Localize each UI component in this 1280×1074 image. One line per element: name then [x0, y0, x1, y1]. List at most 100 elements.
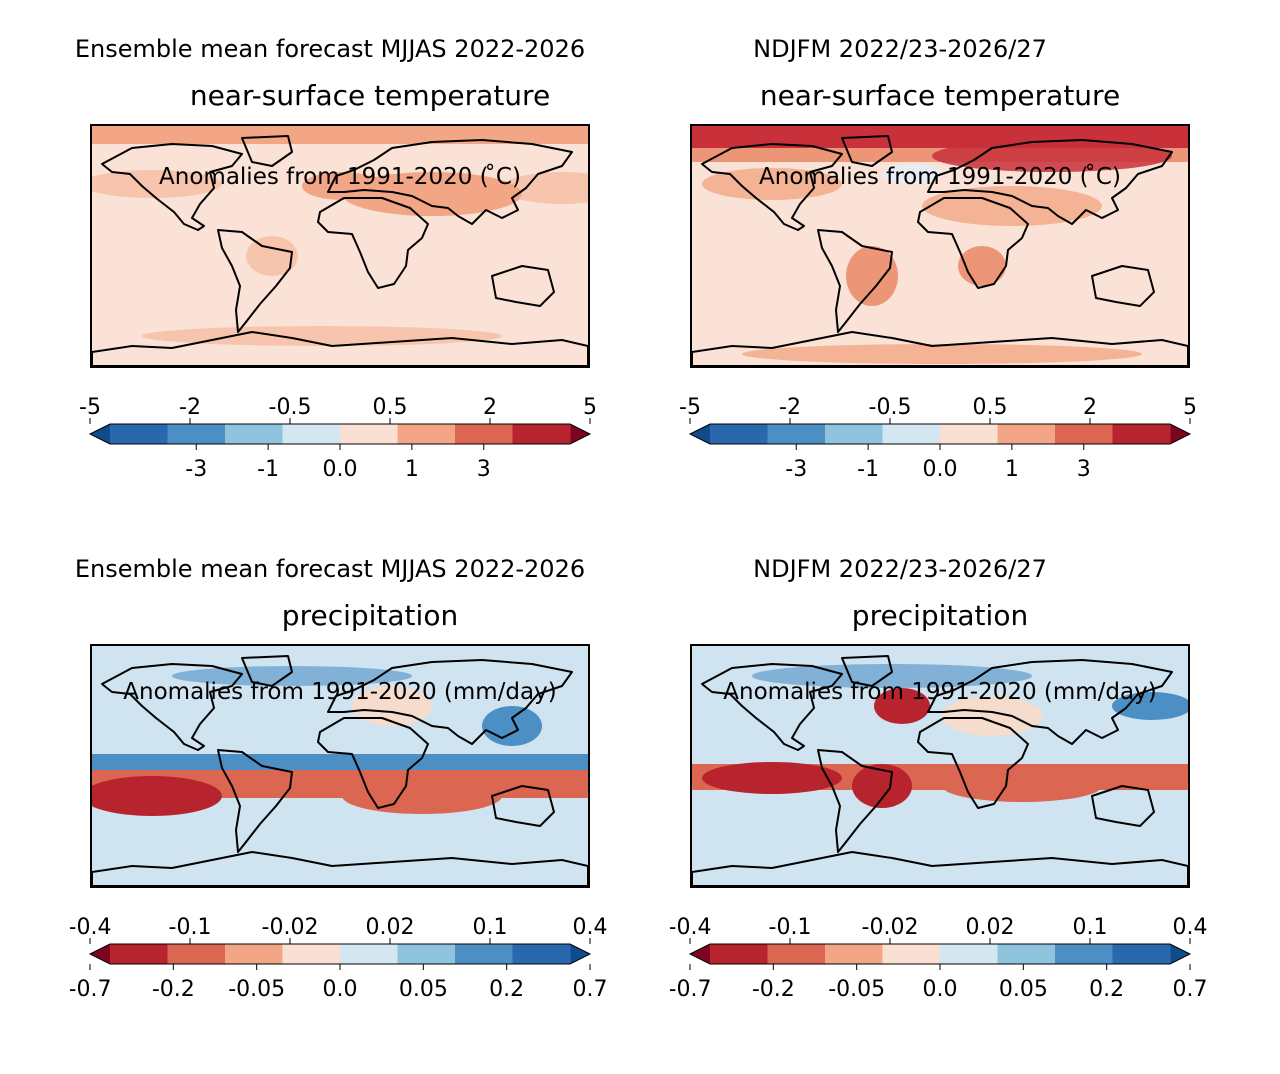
colorbar-top-tick-label: 0.1 [473, 915, 508, 940]
colorbar-bottom-tick-label: -3 [185, 457, 207, 482]
itcz-wet-band [92, 754, 588, 770]
coastline-eurasia [927, 659, 1173, 745]
colorbar-top-tick-label: 0.4 [1173, 915, 1208, 940]
colorbar-swatch [882, 424, 941, 444]
high-latitude-wet-anomaly [752, 664, 1032, 688]
colorbar-outline [88, 943, 592, 965]
colorbar-top-tick-label: 2 [483, 395, 497, 420]
colorbar-top-tick-label: -0.5 [869, 395, 912, 420]
colorbar-extend-high [570, 424, 590, 444]
colorbar-top-tick-label: -0.1 [169, 915, 212, 940]
coastline-antarctica [92, 331, 588, 366]
colorbar-extend-high [1170, 944, 1190, 964]
colorbar-bottom-tick-label: 0.0 [323, 457, 358, 482]
colorbar-bottom-tick-label: -1 [857, 457, 879, 482]
colorbar-bottom-tick-label: 0.0 [923, 977, 958, 1002]
colorbar-top-tick-label: -2 [779, 395, 801, 420]
north-pacific-east-anomaly [502, 172, 588, 204]
coastline-southAmerica [817, 749, 893, 853]
colorbar-swatch [167, 424, 226, 444]
coastline-australia [1091, 785, 1155, 827]
map-field [92, 646, 588, 886]
coastline-northAmerica [701, 143, 843, 231]
coastline-greenland [841, 135, 893, 167]
colorbar-swatch [340, 424, 398, 444]
colorbar-swatch [110, 424, 168, 444]
colorbar-top-tick-label: -0.4 [670, 915, 711, 940]
east-pacific-dry-anomaly [702, 762, 842, 794]
colorbar-top-tick-label: 0.4 [573, 915, 608, 940]
colorbar-top-tick-label: 5 [583, 395, 597, 420]
colorbar-swatch [512, 424, 571, 444]
panel-subtitle: precipitation [851, 599, 1029, 632]
world-map [690, 124, 1190, 368]
colorbar-label: Anomalies from 1991-2020 ( ̊C) [159, 164, 521, 190]
colorbar-bottom-tick-label: -0.05 [228, 977, 285, 1002]
north-pacific-wet-anomaly [1112, 692, 1188, 720]
coastline-australia [1091, 265, 1155, 307]
africa-anomaly [942, 696, 1042, 736]
east-pacific-dry-anomaly [92, 776, 222, 816]
colorbar-bottom-tick-label: 3 [477, 457, 491, 482]
colorbar-swatch [825, 424, 883, 444]
colorbar-outline [688, 943, 1192, 965]
coastline-antarctica [692, 851, 1188, 886]
panel-subtitle: precipitation [281, 599, 459, 632]
panel-suptitle: NDJFM 2022/23-2026/27 [753, 35, 1047, 63]
atlantic-cool-anomaly [882, 164, 942, 184]
coastline-southAmerica [217, 229, 293, 333]
indian-ocean-dry-anomaly [342, 778, 502, 814]
colorbar-swatch [1055, 944, 1113, 964]
colorbar-swatch [1055, 424, 1113, 444]
antarctica-anomaly [742, 344, 1142, 364]
colorbar-extend-low [690, 944, 710, 964]
colorbar-top-tick-label: 0.5 [973, 395, 1008, 420]
colorbar-swatch [397, 944, 456, 964]
atlantic-dry-anomaly [874, 688, 930, 724]
colorbar: -5 -2 -0.5 0.5 2 5 -3 -1 0.0 1 3 [670, 384, 1210, 554]
colorbar: -0.4 -0.1 -0.02 0.02 0.1 0.4 -0.7 -0.2 -0.05 0.0 0… [670, 904, 1210, 1074]
map-field [92, 126, 588, 366]
coastline-eurasia [327, 659, 573, 745]
colorbar-bottom-tick-label: 1 [1005, 457, 1019, 482]
colorbar-swatch [282, 424, 341, 444]
colorbar-label: Anomalies from 1991-2020 (mm/day) [123, 679, 557, 705]
colorbar-bottom-tick-label: -0.7 [670, 977, 711, 1002]
colorbar-bottom-tick-label: -0.2 [752, 977, 795, 1002]
panel-subtitle: near-surface temperature [189, 79, 551, 112]
panel-temperature-ndjfm: NDJFM 2022/23-2026/27 near-surface tempe… [670, 34, 1270, 554]
colorbar-top-tick-label: -2 [179, 395, 201, 420]
colorbar-bottom-tick-label: 1 [405, 457, 419, 482]
colorbar-top-tick-label: 5 [1183, 395, 1197, 420]
coastline-northAmerica [701, 663, 843, 751]
colorbar-top-tick-label: 0.02 [366, 915, 415, 940]
colorbar-swatch [340, 944, 398, 964]
world-map [90, 124, 590, 368]
colorbar-extend-low [690, 424, 710, 444]
colorbar-swatch [767, 944, 826, 964]
coastline-africa [917, 717, 1029, 809]
colorbar-bottom-tick-label: -3 [785, 457, 807, 482]
colorbar-top-tick-label: 0.5 [373, 395, 408, 420]
panel-temperature-mjjas: Ensemble mean forecast MJJAS 2022-2026 n… [70, 34, 670, 554]
colorbar-swatch [710, 944, 768, 964]
coastline-greenland [241, 655, 293, 687]
map-field [692, 646, 1188, 886]
colorbar-bottom-tick-label: 0.2 [1089, 977, 1124, 1002]
colorbar-swatch [997, 424, 1056, 444]
amazon-dry-anomaly [852, 764, 912, 808]
south-asia-wet-anomaly [482, 706, 542, 746]
coastline-antarctica [92, 851, 588, 886]
colorbar-top-tick-label: -0.02 [262, 915, 319, 940]
coastline-australia [491, 785, 555, 827]
coastline-northAmerica [101, 663, 243, 751]
colorbar-top-tick-label: -5 [679, 395, 701, 420]
coastline-africa [317, 717, 429, 809]
arctic-anomaly-band [92, 126, 588, 144]
south-america-anomaly [246, 236, 298, 276]
colorbar-top-tick-label: 0.1 [1073, 915, 1108, 940]
colorbar-bottom-tick-label: 3 [1077, 457, 1091, 482]
colorbar-swatch [512, 944, 571, 964]
panel-precipitation-mjjas: Ensemble mean forecast MJJAS 2022-2026 p… [70, 554, 670, 1074]
indian-ocean-dry-anomaly [942, 770, 1102, 802]
